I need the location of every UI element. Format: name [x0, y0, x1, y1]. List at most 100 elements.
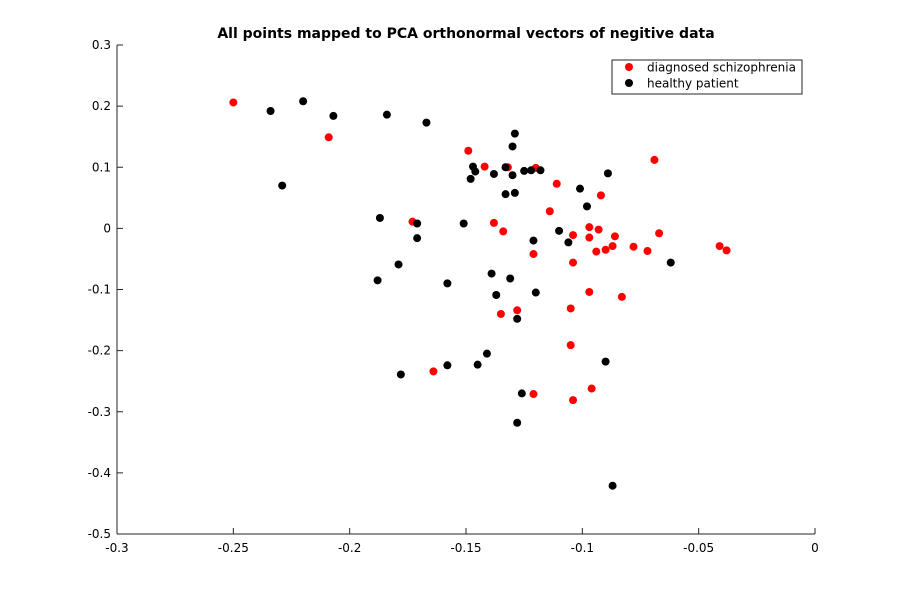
schizophrenia-point — [529, 250, 538, 259]
legend-label-healthy: healthy patient — [647, 77, 739, 91]
series-1 — [266, 97, 675, 490]
healthy-point — [510, 129, 519, 138]
x-tick-label: -0.05 — [683, 541, 714, 555]
y-tick-label: -0.2 — [88, 344, 111, 358]
schizophrenia-point — [229, 98, 238, 107]
healthy-point — [582, 202, 591, 211]
healthy-point — [382, 110, 391, 119]
x-tick-label: -0.2 — [338, 541, 361, 555]
schizophrenia-point — [552, 179, 561, 188]
healthy-point — [413, 234, 422, 243]
schizophrenia-point — [566, 304, 575, 313]
healthy-point — [508, 142, 517, 151]
schizophrenia-point — [585, 233, 594, 242]
data-points — [229, 97, 731, 490]
schizophrenia-point — [585, 287, 594, 296]
y-tick-label: 0.2 — [92, 99, 111, 113]
healthy-point — [413, 219, 422, 228]
healthy-point — [396, 370, 405, 379]
healthy-point — [576, 184, 585, 193]
schizophrenia-point — [566, 341, 575, 350]
y-tick-label: -0.1 — [88, 283, 111, 297]
healthy-point — [555, 226, 564, 235]
healthy-point — [508, 171, 517, 180]
x-tick-label: -0.15 — [450, 541, 481, 555]
schizophrenia-point — [569, 396, 578, 405]
legend-marker-healthy — [625, 79, 633, 87]
healthy-point — [501, 163, 510, 172]
y-tick-label: 0.3 — [92, 38, 111, 52]
schizophrenia-point — [513, 306, 522, 315]
schizophrenia-point — [629, 242, 638, 251]
schizophrenia-point — [722, 246, 731, 255]
schizophrenia-point — [601, 245, 610, 254]
healthy-point — [373, 276, 382, 285]
schizophrenia-point — [643, 246, 652, 255]
y-tick-label: 0 — [103, 221, 111, 235]
schizophrenia-point — [480, 162, 489, 171]
healthy-point — [601, 357, 610, 366]
healthy-point — [527, 166, 536, 175]
healthy-point — [510, 188, 519, 197]
axis-ticks: -0.3 -0.25 -0.2 -0.15 -0.1 -0.05 0 0.3 0.2 0.1 0 -0… — [88, 38, 819, 555]
healthy-point — [329, 111, 338, 120]
healthy-point — [536, 166, 545, 175]
legend-marker-schizophrenia — [625, 63, 633, 71]
x-tick-label: 0 — [811, 541, 819, 555]
y-tick-label: 0.1 — [92, 160, 111, 174]
healthy-point — [492, 291, 501, 300]
schizophrenia-point — [429, 367, 438, 376]
schizophrenia-point — [324, 133, 333, 142]
healthy-point — [501, 190, 510, 199]
series-0 — [229, 98, 731, 405]
healthy-point — [487, 269, 496, 278]
schizophrenia-point — [585, 223, 594, 232]
healthy-point — [482, 349, 491, 358]
schizophrenia-point — [464, 146, 473, 155]
schizophrenia-point — [610, 232, 619, 241]
schizophrenia-point — [499, 227, 508, 236]
schizophrenia-point — [545, 207, 554, 216]
chart-title: All points mapped to PCA orthonormal vec… — [217, 26, 714, 42]
healthy-point — [473, 360, 482, 369]
y-tick-label: -0.5 — [88, 527, 111, 541]
healthy-point — [394, 260, 403, 269]
schizophrenia-point — [592, 247, 601, 256]
healthy-point — [489, 169, 498, 178]
healthy-point — [564, 238, 573, 247]
y-tick-label: -0.3 — [88, 405, 111, 419]
schizophrenia-point — [569, 258, 578, 267]
healthy-point — [299, 97, 308, 106]
schizophrenia-point — [655, 229, 664, 238]
x-tick-label: -0.1 — [571, 541, 594, 555]
schizophrenia-point — [715, 242, 724, 251]
healthy-point — [666, 258, 675, 267]
legend: diagnosed schizophrenia healthy patient — [611, 59, 803, 95]
healthy-point — [529, 236, 538, 245]
healthy-point — [466, 174, 475, 183]
healthy-point — [471, 167, 480, 176]
schizophrenia-point — [594, 225, 603, 234]
schizophrenia-point — [587, 384, 596, 393]
schizophrenia-point — [650, 155, 659, 164]
schizophrenia-point — [489, 218, 498, 227]
legend-label-schizophrenia: diagnosed schizophrenia — [647, 61, 796, 75]
healthy-point — [278, 181, 287, 190]
schizophrenia-point — [529, 390, 538, 399]
healthy-point — [266, 107, 275, 116]
schizophrenia-point — [569, 231, 578, 240]
x-tick-label: -0.25 — [218, 541, 249, 555]
healthy-point — [443, 361, 452, 370]
healthy-point — [517, 389, 526, 398]
schizophrenia-point — [608, 242, 617, 251]
x-tick-label: -0.3 — [105, 541, 128, 555]
schizophrenia-point — [496, 309, 505, 318]
healthy-point — [375, 213, 384, 222]
healthy-point — [506, 274, 515, 283]
schizophrenia-point — [617, 292, 626, 301]
healthy-point — [513, 418, 522, 427]
healthy-point — [603, 169, 612, 178]
legend-box — [611, 59, 803, 95]
